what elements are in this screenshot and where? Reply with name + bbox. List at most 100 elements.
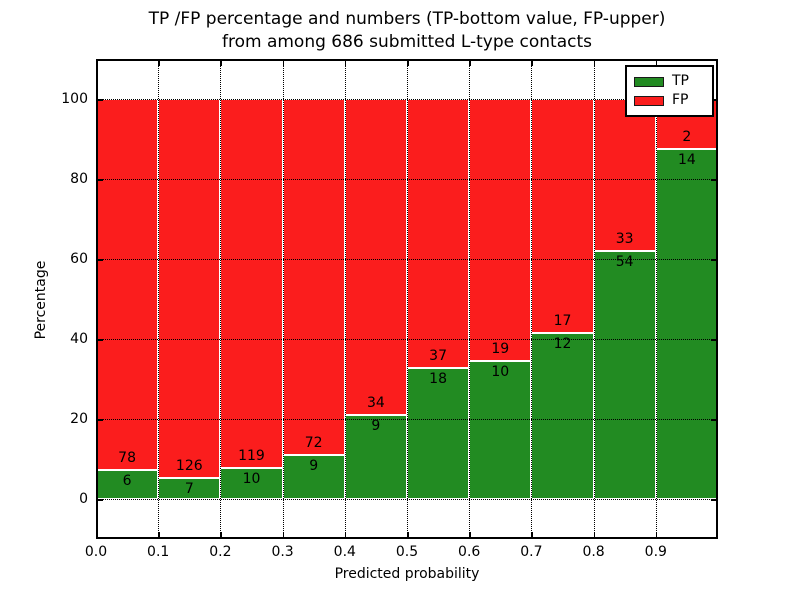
fp-count-label: 17 — [553, 313, 572, 330]
x-tick-label: 0.1 — [147, 544, 170, 560]
x-tick-mark — [96, 532, 98, 539]
bar-tp — [531, 333, 594, 499]
x-tick-mark — [531, 59, 533, 66]
x-tick-label: 0.0 — [84, 544, 108, 560]
x-tick-label: 0.3 — [271, 544, 294, 560]
x-tick-label: 0.2 — [209, 544, 232, 560]
fp-count-label: 33 — [615, 230, 634, 247]
gridline-vertical — [469, 59, 471, 539]
y-tick-mark — [96, 179, 103, 181]
bar-fp — [282, 99, 345, 455]
bar-tp — [593, 250, 656, 499]
fp-count-label: 72 — [304, 434, 323, 451]
x-tick-mark — [593, 59, 596, 66]
gridline-horizontal — [96, 339, 718, 340]
y-tick-label: 40 — [70, 331, 88, 347]
x-tick-label: 0.5 — [395, 544, 419, 560]
tp-count-label: 6 — [122, 473, 132, 490]
tp-count-label: 9 — [309, 457, 319, 474]
x-tick-label: 0.9 — [644, 544, 667, 560]
y-tick-label: 60 — [70, 251, 88, 267]
gridline-horizontal — [96, 419, 718, 420]
x-axis-label: Predicted probability — [334, 566, 480, 582]
tp-count-label: 7 — [184, 480, 194, 497]
x-tick-label: 0.8 — [582, 544, 605, 560]
tp-count-label: 10 — [491, 364, 510, 381]
bar-fp — [96, 99, 159, 471]
gridline-vertical — [158, 59, 160, 539]
gridline-vertical — [655, 59, 657, 539]
fp-count-label: 2 — [682, 129, 692, 145]
bar-fp — [158, 99, 221, 478]
y-tick-mark — [96, 259, 103, 261]
y-tick-mark — [96, 99, 103, 101]
tp-count-label: 12 — [553, 336, 572, 353]
bar-fp — [531, 99, 594, 334]
plot-area: 78 6 126 7 119 10 72 9 34 9 37 18 19 10 17 12 33 54 2 14 TP… — [96, 59, 718, 539]
x-tick-mark — [96, 59, 98, 66]
legend-entry-fp: FP — [634, 91, 706, 110]
bar-tp — [282, 454, 345, 499]
y-tick-label: 100 — [61, 91, 88, 107]
y-tick-label: 0 — [79, 491, 88, 507]
y-tick-mark — [711, 259, 718, 261]
x-tick-mark — [158, 59, 160, 66]
bar-tp — [344, 415, 407, 499]
fp-count-label: 126 — [175, 457, 203, 474]
x-tick-mark — [716, 532, 718, 539]
y-tick-label: 80 — [70, 171, 88, 187]
x-tick-mark — [655, 532, 658, 539]
fp-count-label: 78 — [118, 450, 136, 467]
fp-count-label: 119 — [238, 447, 265, 464]
tp-count-label: 10 — [242, 470, 261, 487]
bar-tp — [469, 361, 532, 499]
fp-count-label: 34 — [366, 395, 385, 412]
fp-count-label: 19 — [491, 341, 510, 358]
fp-count-label: 37 — [429, 348, 447, 365]
gridline-horizontal — [96, 99, 718, 100]
legend: TP FP — [625, 65, 714, 117]
x-tick-mark — [344, 532, 347, 539]
tp-count-label: 18 — [429, 371, 447, 388]
x-tick-mark — [469, 59, 471, 66]
gridline-horizontal — [96, 499, 718, 500]
tp-count-label: 54 — [615, 253, 634, 270]
bar-fp — [407, 99, 470, 369]
chart-title-line2: from among 686 submitted L-type contacts — [221, 32, 592, 52]
x-tick-mark — [593, 532, 596, 539]
chart-title-line1: TP /FP percentage and numbers (TP-bottom… — [148, 9, 666, 29]
bar-fp — [344, 99, 407, 416]
x-tick-mark — [407, 59, 409, 66]
gridline-vertical — [344, 59, 346, 539]
gridline-vertical — [282, 59, 284, 539]
tp-count-label: 14 — [677, 152, 696, 168]
bar-fp — [593, 99, 656, 251]
y-tick-label: 20 — [70, 411, 88, 427]
bar-tp — [96, 470, 159, 499]
legend-label-tp: TP — [672, 73, 689, 89]
x-tick-mark — [158, 532, 160, 539]
x-tick-mark — [407, 532, 409, 539]
x-tick-label: 0.4 — [333, 544, 356, 560]
y-tick-mark — [96, 419, 103, 421]
bar-fp — [469, 99, 532, 362]
x-tick-label: 0.6 — [458, 544, 481, 560]
y-tick-mark — [96, 499, 103, 501]
gridline-vertical — [593, 59, 595, 539]
y-axis-label: Percentage — [33, 260, 49, 340]
bar-fp — [220, 99, 283, 468]
tp-swatch — [634, 76, 664, 87]
gridline-horizontal — [96, 259, 718, 260]
x-tick-mark — [469, 532, 471, 539]
gridline-vertical — [407, 59, 408, 539]
y-tick-mark — [711, 499, 718, 501]
tp-count-label: 9 — [371, 418, 381, 435]
y-tick-mark — [711, 419, 718, 421]
gridline-horizontal — [96, 179, 718, 180]
x-tick-mark — [531, 532, 533, 539]
x-tick-mark — [655, 59, 658, 66]
x-tick-mark — [282, 59, 285, 66]
legend-entry-tp: TP — [634, 72, 706, 91]
x-tick-mark — [282, 532, 285, 539]
